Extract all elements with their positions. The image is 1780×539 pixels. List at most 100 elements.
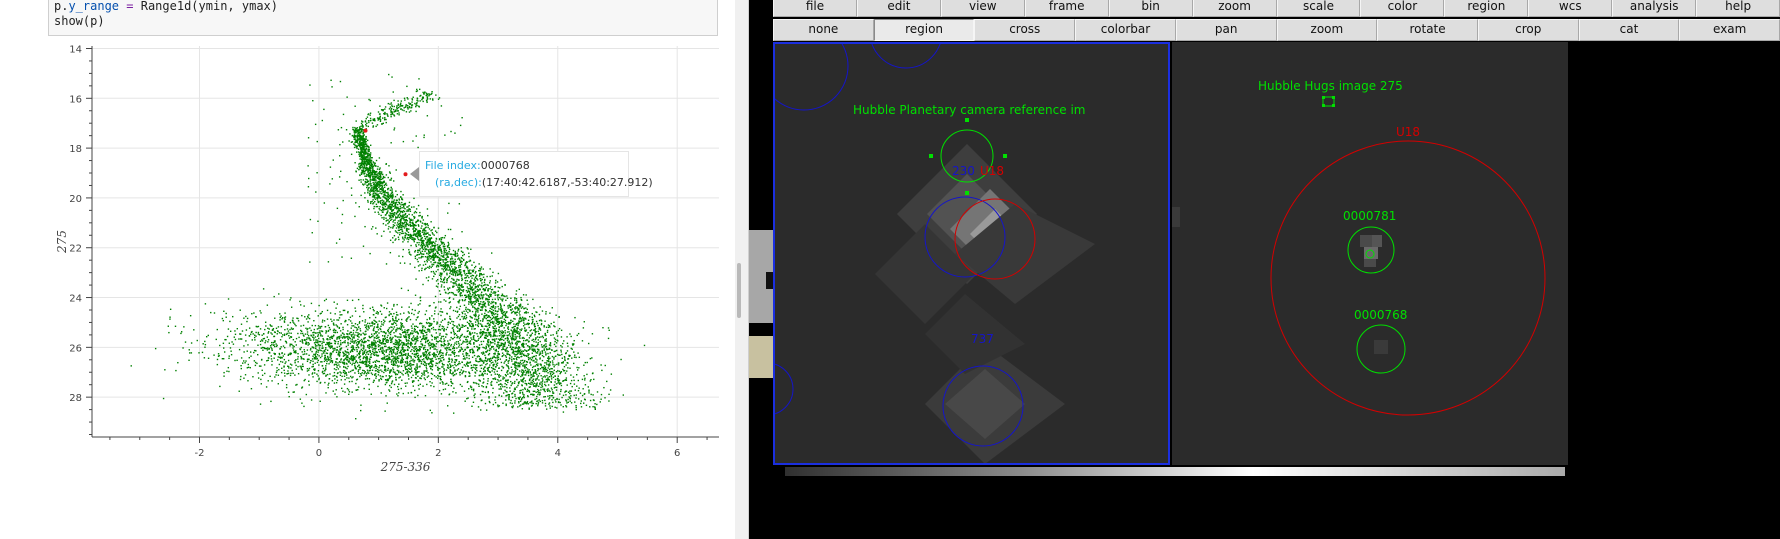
data-point	[413, 349, 415, 352]
code-cell[interactable]: p.y_range = Range1d(ymin, ymax) show(p)	[48, 0, 718, 36]
data-point	[404, 367, 407, 369]
data-point	[385, 345, 387, 348]
data-point	[487, 342, 490, 344]
data-point	[411, 381, 414, 384]
data-point	[384, 183, 387, 186]
data-point	[463, 269, 466, 272]
data-point	[566, 384, 568, 386]
data-point	[466, 280, 469, 282]
data-point	[493, 378, 495, 380]
data-point	[443, 278, 445, 280]
data-point	[431, 265, 434, 267]
data-point	[557, 379, 559, 381]
data-point	[504, 329, 506, 332]
data-point	[371, 165, 373, 168]
data-point	[402, 370, 405, 372]
data-point	[541, 354, 544, 357]
data-point	[360, 149, 362, 151]
data-point	[540, 389, 542, 391]
data-point	[488, 370, 490, 372]
data-point	[482, 284, 484, 287]
data-point	[524, 401, 526, 403]
data-point	[369, 189, 372, 191]
data-point	[486, 362, 488, 365]
data-point	[465, 308, 467, 311]
data-point	[571, 385, 573, 388]
data-point	[386, 379, 389, 382]
data-point	[374, 190, 377, 192]
data-point	[383, 191, 386, 193]
data-point	[437, 249, 439, 251]
data-point	[361, 341, 364, 343]
data-point	[379, 174, 382, 176]
data-point	[588, 392, 590, 394]
data-point	[565, 406, 568, 408]
data-point	[562, 379, 565, 382]
data-point	[374, 177, 376, 179]
data-point	[513, 388, 516, 390]
data-point	[500, 310, 503, 313]
data-point	[273, 352, 275, 355]
data-point	[430, 365, 432, 368]
data-point	[459, 272, 462, 275]
data-point	[408, 228, 410, 230]
data-point	[427, 214, 429, 217]
data-point	[377, 345, 380, 348]
data-point	[365, 358, 367, 360]
data-point	[496, 355, 498, 357]
data-point	[459, 318, 461, 321]
data-point	[492, 338, 495, 341]
data-point	[518, 382, 520, 385]
data-point	[546, 331, 549, 333]
data-point	[354, 138, 357, 140]
data-point	[565, 400, 568, 402]
data-point	[368, 378, 371, 380]
data-point	[494, 298, 496, 300]
data-point	[537, 388, 539, 391]
data-point	[515, 293, 517, 295]
data-point	[537, 343, 539, 346]
data-point	[292, 372, 294, 374]
data-point	[591, 333, 594, 335]
data-point	[475, 366, 478, 369]
data-point	[367, 161, 370, 163]
data-point	[411, 214, 414, 216]
data-point	[405, 224, 407, 226]
data-point	[374, 186, 377, 188]
data-point	[489, 401, 491, 404]
data-point	[405, 319, 407, 321]
data-point	[393, 356, 395, 358]
data-point	[354, 135, 356, 137]
data-point	[363, 152, 366, 155]
data-point	[363, 138, 365, 141]
data-point	[398, 340, 401, 343]
data-point	[452, 270, 454, 272]
data-point	[462, 259, 465, 261]
data-point	[525, 374, 527, 376]
data-point	[385, 191, 388, 194]
data-point	[451, 270, 453, 273]
data-point	[517, 324, 519, 327]
data-point	[419, 383, 421, 386]
data-point	[407, 241, 409, 243]
data-point	[577, 398, 580, 400]
data-point	[438, 375, 440, 378]
data-point	[468, 260, 470, 263]
data-point	[384, 176, 386, 179]
data-point	[544, 351, 547, 353]
data-point	[390, 212, 393, 215]
data-point	[476, 290, 479, 292]
data-point	[435, 358, 437, 360]
data-point	[398, 255, 400, 257]
data-point	[527, 319, 530, 321]
data-point	[553, 356, 555, 359]
data-point	[398, 225, 401, 227]
data-point	[532, 350, 535, 352]
data-point	[475, 360, 477, 362]
data-point	[473, 351, 475, 354]
data-point	[425, 340, 427, 342]
data-point	[538, 372, 541, 375]
data-point	[505, 311, 508, 314]
data-point	[466, 335, 469, 338]
